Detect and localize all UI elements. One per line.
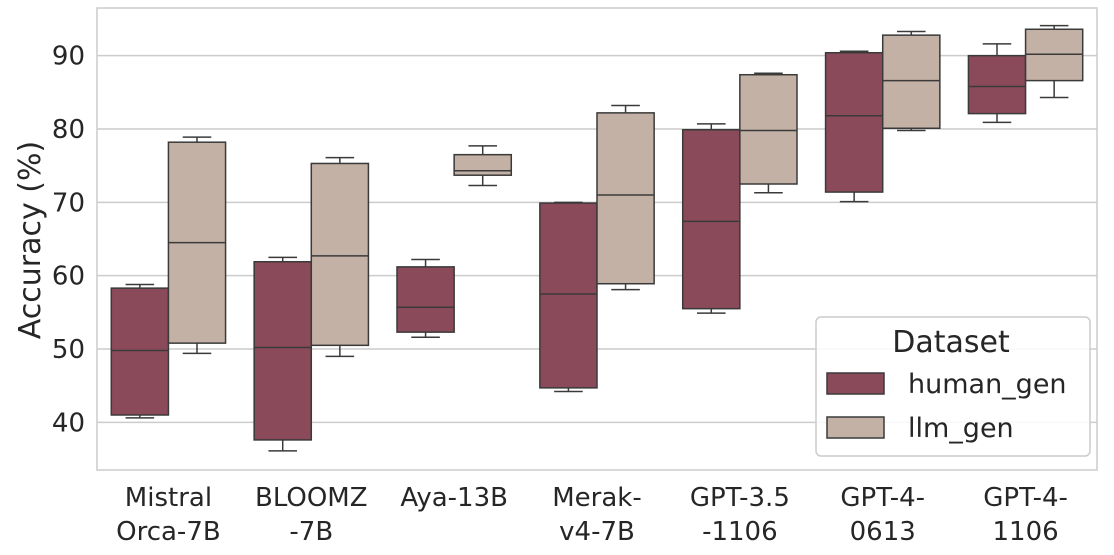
iqr-box [681,128,741,310]
legend-swatch-human_gen [826,372,885,395]
box-human_gen-2 [396,258,455,339]
y-axis-ticks: 40 50 60 70 80 90 [52,42,85,439]
x-tick-label-line: Merak- [552,483,642,513]
y-axis-title: Accuracy (%) [13,141,48,339]
x-tick-label-line: Aya-13B [400,483,508,513]
x-tick-label-line: -7B [289,517,333,547]
x-tick-label-line: GPT-3.5 [690,483,790,513]
x-tick-label: GPT-4- 1106 [983,483,1068,547]
box-llm_gen-6 [1024,24,1084,99]
x-tick-label-line: GPT-4- [983,483,1068,513]
legend-swatch-llm_gen [826,416,885,439]
x-tick-label: GPT-3.5 -1106 [690,483,790,547]
x-tick-label: Mistral Orca-7B [116,483,221,547]
box-human_gen-6 [967,43,1027,124]
x-tick-label: BLOOMZ -7B [255,483,368,547]
box-human_gen-1 [253,256,313,452]
iqr-box [453,153,513,176]
iqr-box [967,54,1027,115]
box-human_gen-5 [824,50,884,203]
iqr-box [881,34,941,130]
iqr-box [824,51,884,193]
box-human_gen-0 [110,283,170,419]
box-human_gen-3 [539,201,598,393]
legend-title: Dataset [892,325,1010,360]
legend: Dataset human_gen llm_gen [815,316,1091,457]
x-tick-label: GPT-4- 0613 [840,483,925,547]
x-tick-label-line: GPT-4- [840,483,925,513]
iqr-box [110,287,170,416]
iqr-box [396,266,455,333]
legend-entries: human_gen llm_gen [826,369,1067,444]
iqr-box [739,73,798,185]
y-tick-label: 70 [52,188,85,218]
box-llm_gen-5 [881,30,941,132]
y-tick-label: 50 [52,335,85,365]
x-tick-label-line: Mistral [125,483,212,513]
iqr-box [253,260,313,441]
legend-label-llm_gen: llm_gen [908,413,1014,444]
x-tick-label-line: BLOOMZ [255,483,368,513]
x-tick-label: Merak-v4-7B [552,483,642,547]
plot-frame [96,7,1098,471]
y-tick-label: 60 [52,262,85,292]
x-tick-label: Aya-13B [400,483,508,513]
y-tick-label: 80 [52,115,85,145]
iqr-box [596,112,655,285]
box-llm_gen-0 [167,136,227,355]
y-tick-label: 40 [52,408,85,438]
iqr-box [539,202,598,389]
x-tick-label-line: Orca-7B [116,517,221,547]
box-llm_gen-3 [596,104,655,291]
x-tick-label-line: 0613 [850,517,916,547]
x-tick-label-line: v4-7B [559,517,635,547]
box-llm_gen-4 [739,72,798,194]
boxes [110,24,1084,452]
iqr-box [310,162,370,347]
y-tick-label: 90 [52,42,85,72]
box-human_gen-4 [681,123,741,314]
x-axis-ticks: Mistral Orca-7B BLOOMZ -7B Aya-13B Merak-v4-7… [116,483,1068,547]
legend-label-human_gen: human_gen [908,369,1067,400]
box-llm_gen-1 [310,156,370,358]
x-tick-label-line: 1106 [992,517,1058,547]
x-tick-label-line: -1106 [702,517,778,547]
box-llm_gen-2 [453,145,513,187]
